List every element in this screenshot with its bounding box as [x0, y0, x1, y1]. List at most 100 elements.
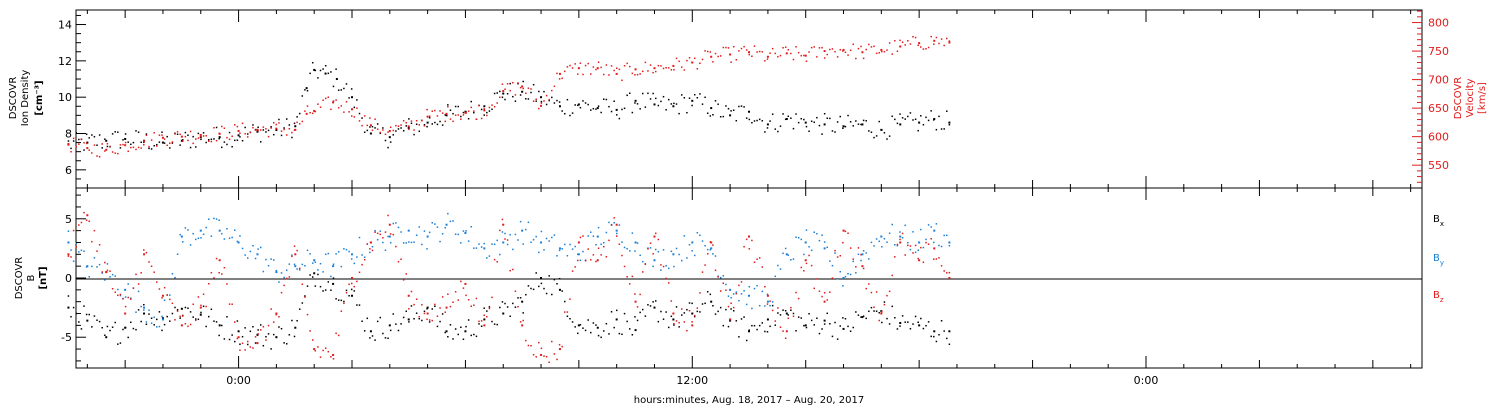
scatter-dot-s1	[275, 123, 278, 126]
scatter-dot-s1	[496, 102, 498, 104]
scatter-dot-Bx	[782, 309, 784, 311]
scatter-dot-s0	[688, 97, 691, 99]
data-point-s1-6	[180, 135, 183, 138]
scatter-dot-By	[389, 241, 392, 244]
scatter-dot-s0	[291, 136, 293, 139]
scatter-dot-s0	[98, 134, 101, 136]
scatter-dot-s1	[327, 96, 330, 98]
scatter-dot-s0	[452, 112, 454, 115]
bottom-left-tick-label-2: 5	[65, 213, 72, 226]
scatter-dot-s1	[909, 43, 912, 45]
scatter-dot-By	[67, 230, 70, 232]
data-point-s1-18	[388, 129, 391, 132]
data-point-Bz-8	[218, 259, 221, 262]
scatter-dot-s0	[322, 68, 324, 70]
scatter-dot-Bx	[896, 328, 899, 330]
scatter-dot-Bx	[241, 335, 244, 338]
scatter-dot-By	[774, 275, 777, 278]
scatter-dot-By	[104, 279, 106, 281]
scatter-dot-Bz	[387, 214, 389, 217]
scatter-dot-Bz	[722, 282, 725, 284]
scatter-dot-By	[278, 281, 280, 283]
scatter-dot-s1	[797, 51, 800, 54]
scatter-dot-By	[327, 252, 330, 255]
scatter-dot-s1	[478, 104, 480, 107]
scatter-dot-By	[517, 239, 519, 241]
scatter-dot-Bx	[849, 330, 852, 333]
scatter-dot-s1	[649, 64, 652, 66]
scatter-dot-s0	[488, 110, 491, 112]
scatter-dot-s0	[875, 135, 878, 137]
scatter-dot-Bz	[649, 242, 652, 244]
x-tick-label-2: 0:00	[1134, 374, 1159, 387]
scatter-dot-s0	[610, 110, 613, 113]
scatter-dot-By	[109, 276, 111, 278]
scatter-dot-s1	[431, 110, 434, 112]
scatter-dot-s0	[603, 98, 605, 100]
scatter-dot-By	[384, 249, 387, 251]
scatter-dot-Bz	[797, 297, 800, 300]
scatter-dot-s0	[111, 133, 114, 135]
scatter-dot-Bx	[847, 325, 849, 328]
scatter-dot-Bz	[231, 303, 233, 305]
scatter-dot-Bx	[719, 306, 722, 309]
scatter-dot-s1	[254, 129, 257, 131]
scatter-dot-By	[930, 226, 932, 228]
scatter-dot-Bz	[358, 271, 361, 274]
scatter-dot-s1	[176, 131, 179, 133]
scatter-dot-By	[234, 229, 236, 231]
scatter-dot-Bx	[558, 277, 561, 280]
scatter-dot-Bx	[579, 324, 582, 326]
scatter-dot-By	[925, 238, 927, 241]
scatter-dot-s0	[91, 134, 93, 136]
scatter-dot-Bz	[938, 257, 940, 259]
scatter-dot-Bx	[262, 344, 265, 347]
scatter-dot-s1	[639, 73, 641, 75]
scatter-dot-s1	[857, 47, 860, 50]
data-point-Bx-7	[199, 313, 202, 316]
scatter-dot-s1	[137, 146, 140, 149]
scatter-dot-Bz	[743, 245, 745, 248]
scatter-dot-s1	[363, 115, 366, 117]
scatter-dot-Bz	[623, 265, 626, 268]
scatter-dot-Bz	[132, 287, 135, 289]
scatter-dot-Bz	[764, 285, 766, 288]
scatter-dot-By	[771, 301, 774, 303]
scatter-dot-s0	[605, 98, 608, 101]
scatter-dot-s0	[226, 143, 228, 146]
scatter-dot-By	[88, 276, 90, 278]
scatter-dot-s0	[771, 113, 774, 115]
scatter-dot-Bz	[641, 271, 644, 273]
scatter-dot-By	[127, 283, 129, 285]
scatter-dot-Bz	[855, 266, 857, 268]
scatter-dot-By	[712, 253, 714, 255]
scatter-dot-Bx	[426, 308, 428, 310]
scatter-dot-s1	[104, 150, 106, 152]
scatter-dot-s0	[764, 131, 766, 133]
scatter-dot-s0	[379, 132, 382, 135]
scatter-dot-s0	[896, 122, 899, 125]
scatter-dot-s1	[384, 133, 387, 136]
scatter-dot-By	[886, 241, 888, 243]
scatter-dot-Bz	[756, 258, 758, 260]
scatter-dot-s0	[579, 106, 582, 109]
scatter-dot-Bz	[569, 298, 571, 300]
scatter-dot-s1	[174, 133, 176, 135]
scatter-dot-Bx	[704, 302, 706, 305]
scatter-dot-Bz	[538, 341, 540, 344]
scatter-dot-Bz	[574, 266, 576, 268]
scatter-dot-Bx	[298, 308, 301, 310]
scatter-dot-s0	[301, 95, 304, 97]
scatter-dot-Bx	[696, 310, 699, 313]
scatter-dot-s0	[192, 135, 194, 138]
scatter-dot-By	[174, 276, 176, 279]
scatter-dot-s0	[509, 82, 511, 85]
scatter-dot-s1	[158, 134, 161, 136]
scatter-dot-By	[782, 252, 784, 255]
data-point-Bx-1	[86, 319, 89, 322]
scatter-dot-Bx	[436, 325, 439, 328]
scatter-dot-Bz	[130, 298, 132, 300]
scatter-dot-s0	[595, 108, 597, 110]
scatter-dot-Bx	[145, 323, 148, 326]
